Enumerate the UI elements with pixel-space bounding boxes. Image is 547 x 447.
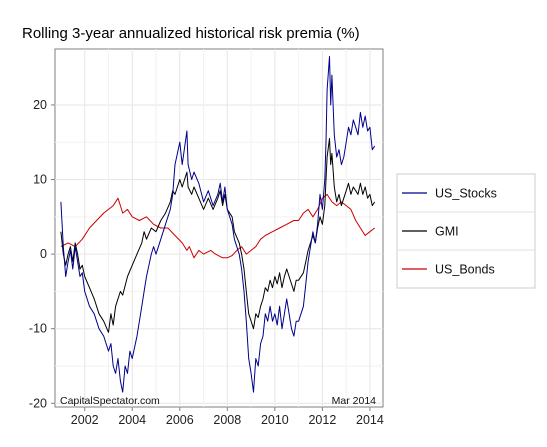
series-line-us-bonds <box>60 193 376 259</box>
x-axis: 2002 2004 2006 2008 2010 2012 2014 <box>71 407 384 427</box>
y-tick-label: -10 <box>29 322 47 336</box>
legend: US_Stocks GMI US_Bonds <box>396 173 536 289</box>
x-tick-label: 2004 <box>118 413 146 427</box>
series-line-us-stocks <box>60 56 376 393</box>
series-layer <box>60 56 376 393</box>
y-tick-label: 0 <box>40 247 47 261</box>
date-note: Mar 2014 <box>332 395 377 407</box>
x-tick-label: 2002 <box>71 413 99 427</box>
plot-area <box>54 48 384 408</box>
y-tick-label: 20 <box>33 98 47 112</box>
legend-label: US_Stocks <box>435 187 497 201</box>
chart-title: Rolling 3-year annualized historical ris… <box>22 25 360 42</box>
x-tick-label: 2010 <box>261 413 289 427</box>
legend-label: US_Bonds <box>435 263 495 277</box>
y-axis: -20 -10 0 10 20 <box>29 98 55 410</box>
x-tick-label: 2006 <box>166 413 194 427</box>
x-tick-label: 2014 <box>356 413 384 427</box>
source-note: CapitalSpectator.com <box>60 395 160 407</box>
grid <box>55 49 383 407</box>
y-tick-label: 10 <box>33 173 47 187</box>
x-tick-label: 2008 <box>213 413 241 427</box>
legend-label: GMI <box>435 225 459 239</box>
y-tick-label: -20 <box>29 396 47 410</box>
x-tick-label: 2012 <box>308 413 336 427</box>
series-line-gmi <box>60 138 376 333</box>
